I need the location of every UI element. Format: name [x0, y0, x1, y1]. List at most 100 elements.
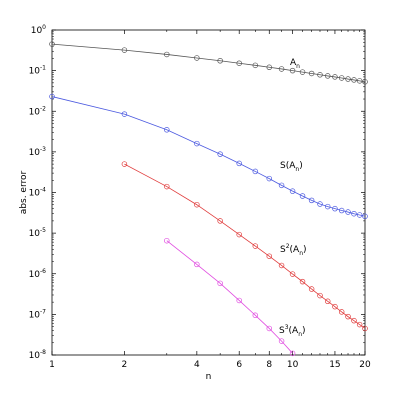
y-tick-label: 10-3 [29, 146, 47, 158]
data-point [236, 231, 242, 238]
data-point [362, 325, 368, 332]
data-point [217, 58, 223, 64]
data-point [194, 55, 200, 61]
y-tick-label: 10-1 [29, 65, 47, 77]
y-tick-exponent: -7 [40, 308, 46, 315]
data-point [252, 168, 259, 175]
series-label-sub: n [295, 166, 299, 173]
data-point [317, 292, 323, 299]
y-tick-exponent: -3 [40, 146, 46, 153]
data-point [266, 175, 273, 182]
series-labels: AnS(An)S2(An)S3(An) [279, 58, 307, 338]
axis-ticks [51, 29, 366, 356]
y-tick-base: 10 [31, 26, 43, 36]
series-label-sub: n [299, 250, 303, 257]
data-point [324, 203, 331, 210]
data-point [332, 205, 338, 212]
data-point [332, 74, 338, 80]
data-point [299, 278, 306, 285]
y-tick-base: 10 [29, 229, 41, 239]
y-tick-exponent: -8 [40, 349, 46, 356]
y-tick-exponent: -5 [40, 227, 46, 234]
y-tick-base: 10 [29, 270, 41, 280]
data-point [164, 183, 170, 190]
x-tick-label: 2 [122, 360, 128, 370]
y-tick-base: 10 [29, 310, 41, 320]
data-point [121, 47, 128, 53]
series-line [124, 163, 366, 329]
x-tick-label: 6 [236, 360, 242, 370]
y-tick-exponent: -2 [40, 105, 46, 112]
series-line [51, 96, 366, 217]
data-point [217, 151, 223, 157]
y-tick-label: 10-6 [29, 268, 47, 280]
data-point [278, 66, 285, 72]
y-tick-exponent: -6 [40, 268, 46, 275]
data-point [317, 72, 323, 78]
data-point [299, 193, 306, 199]
series-label-paren: (A [290, 245, 301, 255]
data-point [289, 67, 296, 74]
x-tick-label: 20 [359, 360, 371, 370]
x-tick-labels: 1 2 4 6 8 10 15 20 [49, 360, 371, 370]
data-point [351, 317, 357, 324]
y-tick-label: 10-4 [29, 187, 47, 199]
y-tick-exponent: -4 [40, 187, 46, 194]
data-point [121, 111, 128, 117]
series-label-sub: n [296, 63, 300, 70]
y-tick-label: 100 [31, 24, 46, 36]
data-point [278, 338, 285, 344]
data-point [252, 243, 259, 249]
x-tick-label: 8 [266, 360, 272, 370]
series-label-paren: (A [289, 326, 300, 336]
y-tick-label: 10-5 [29, 227, 47, 239]
data-point [194, 201, 200, 208]
y-tick-base: 10 [29, 351, 41, 361]
data-point [338, 75, 345, 81]
data-point [266, 253, 273, 259]
series-label: S3(An) [279, 324, 306, 338]
y-tick-exponent: 0 [42, 24, 46, 31]
x-tick-label: 1 [49, 360, 55, 370]
data-point [299, 69, 306, 75]
x-tick-label: 10 [287, 360, 299, 370]
y-axis-label: abs. error [19, 170, 29, 214]
x-tick-label: 15 [329, 360, 340, 370]
data-point [236, 160, 242, 167]
data-point [194, 261, 200, 268]
series-label-close: ) [303, 245, 307, 255]
data-point [351, 77, 357, 83]
data-point [252, 62, 259, 69]
data-point [164, 51, 170, 58]
series-label-paren: (A [286, 161, 297, 171]
y-tick-label: 10-7 [29, 308, 47, 320]
data-point [289, 188, 296, 194]
data-point [266, 64, 273, 71]
data-point [338, 207, 345, 214]
series-label-close: ) [302, 326, 306, 336]
data-point [332, 303, 338, 310]
data-point [164, 237, 170, 244]
data-point [362, 213, 368, 220]
data-point [308, 286, 315, 292]
y-tick-base: 10 [29, 67, 41, 77]
data-point [345, 76, 351, 82]
data-point [324, 73, 331, 79]
data-point [356, 212, 363, 218]
data-point [362, 79, 368, 85]
data-point [351, 210, 357, 217]
data-point [356, 78, 363, 84]
data-point [317, 201, 323, 207]
series-label-sup: 3 [285, 324, 289, 331]
series-label-sub: n [298, 331, 302, 338]
data-point [338, 309, 345, 315]
data-point [49, 41, 55, 47]
data-point [49, 93, 55, 100]
data-point [289, 271, 296, 277]
data-point [356, 321, 363, 328]
data-point [217, 218, 223, 224]
series-line [166, 240, 293, 354]
x-axis-label: n [206, 372, 212, 382]
data-point [252, 312, 259, 319]
